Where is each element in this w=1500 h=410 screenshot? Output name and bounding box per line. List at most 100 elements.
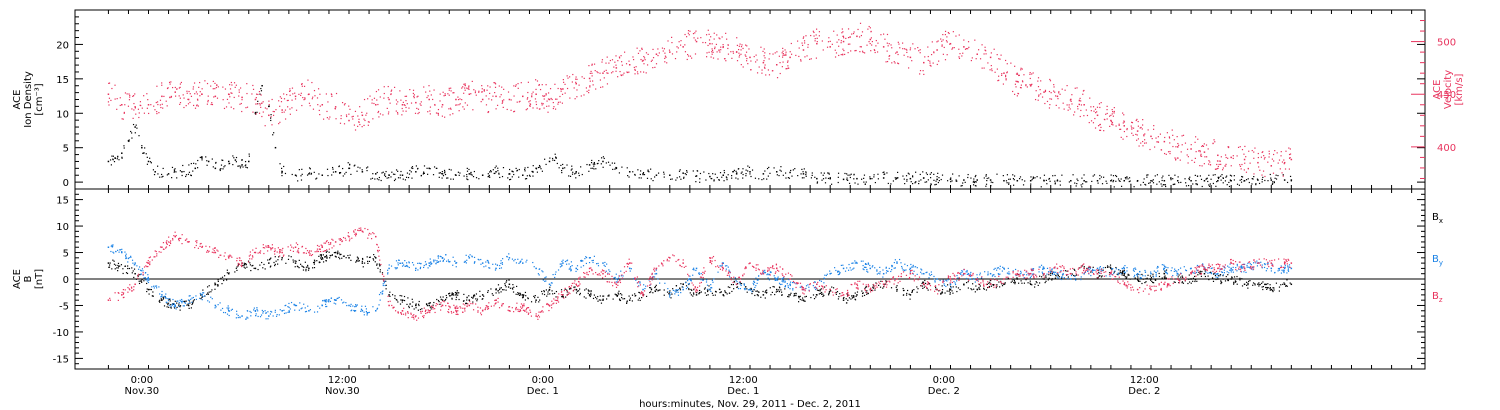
data-point (475, 94, 477, 96)
data-point (1123, 267, 1126, 270)
data-point (418, 304, 420, 307)
data-point (1125, 277, 1127, 280)
data-point (1203, 143, 1205, 145)
data-point (740, 172, 742, 174)
data-point (710, 290, 712, 293)
data-point (302, 96, 304, 99)
data-point (998, 58, 1000, 60)
data-point (300, 92, 302, 94)
data-point (746, 288, 748, 290)
data-point (294, 266, 296, 268)
data-point (644, 287, 646, 290)
data-point (676, 51, 678, 53)
data-point (1162, 175, 1164, 177)
data-point (755, 54, 757, 56)
data-point (607, 161, 610, 163)
data-point (718, 37, 720, 39)
data-point (998, 79, 1000, 81)
data-point (745, 44, 747, 46)
data-point (978, 283, 981, 286)
data-point (254, 113, 257, 115)
data-point (1137, 279, 1139, 281)
data-point (618, 57, 621, 59)
data-point (780, 289, 782, 291)
data-point (1177, 176, 1179, 178)
data-point (877, 173, 879, 175)
data-point (466, 104, 469, 106)
data-point (464, 89, 466, 91)
data-point (308, 173, 310, 175)
data-point (623, 51, 626, 53)
data-point (298, 267, 300, 269)
data-point (1174, 268, 1176, 270)
data-point (816, 37, 818, 39)
data-point (1021, 80, 1024, 82)
data-point (591, 63, 593, 65)
data-point (526, 98, 528, 100)
data-point (930, 271, 932, 273)
data-point (170, 96, 172, 98)
data-point (763, 48, 765, 50)
data-point (591, 72, 593, 74)
data-point (1230, 156, 1232, 159)
data-point (555, 271, 557, 273)
data-point (353, 124, 356, 126)
data-point (774, 293, 776, 296)
data-point (149, 161, 152, 163)
data-point (987, 271, 989, 273)
data-point (295, 109, 298, 111)
data-point (554, 108, 557, 110)
data-point (554, 156, 557, 158)
data-point (620, 74, 623, 77)
data-point (847, 295, 849, 297)
data-point (787, 285, 789, 287)
data-point (314, 95, 316, 97)
data-point (920, 179, 922, 181)
data-point (936, 41, 938, 43)
data-point (931, 41, 933, 43)
data-point (191, 297, 193, 299)
data-point (194, 167, 197, 170)
data-point (1150, 276, 1153, 279)
data-point (1115, 125, 1117, 127)
data-point (301, 85, 303, 87)
data-point (1112, 115, 1114, 117)
data-point (711, 49, 714, 52)
data-point (1189, 268, 1192, 270)
data-point (544, 277, 546, 279)
data-point (1056, 272, 1059, 275)
data-point (810, 34, 812, 37)
data-point (737, 283, 739, 285)
data-point (531, 95, 533, 97)
data-point (600, 299, 602, 301)
data-point (317, 104, 319, 106)
data-point (646, 64, 649, 66)
data-point (1178, 144, 1180, 146)
data-point (879, 286, 882, 288)
data-point (110, 164, 112, 166)
data-point (922, 177, 925, 179)
data-point (413, 94, 416, 96)
data-point (1241, 176, 1244, 178)
data-point (1158, 181, 1160, 183)
data-point (343, 301, 345, 303)
data-point (869, 27, 871, 29)
data-point (258, 91, 261, 93)
data-point (735, 173, 738, 175)
data-point (500, 287, 502, 289)
data-point (1283, 179, 1286, 181)
data-point (676, 177, 678, 179)
data-point (684, 44, 686, 46)
data-point (1030, 183, 1032, 185)
data-point (1152, 128, 1155, 130)
data-point (856, 291, 859, 293)
data-point (1249, 267, 1251, 269)
data-point (325, 305, 327, 308)
data-point (661, 47, 664, 49)
data-point (157, 173, 159, 175)
data-point (321, 257, 324, 259)
data-point (473, 295, 475, 297)
data-point (186, 304, 188, 306)
data-point (775, 278, 778, 280)
data-point (222, 311, 225, 314)
